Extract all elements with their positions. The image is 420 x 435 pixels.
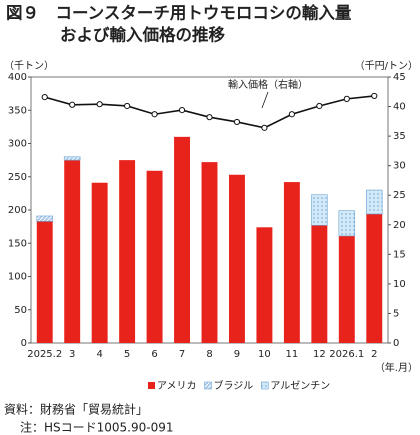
x-axis-label: （年.月）: [375, 361, 418, 374]
x-tick-label: 2026.1: [329, 349, 364, 360]
x-tick-label: 6: [151, 349, 157, 360]
x-tick-label: 9: [234, 349, 240, 360]
x-tick-label: 8: [206, 349, 212, 360]
bar: [366, 189, 383, 215]
bar: [366, 213, 383, 343]
line-point: [316, 102, 323, 110]
x-tick-label: 12: [313, 349, 326, 360]
legend-swatch: [204, 381, 212, 390]
bar: [256, 227, 273, 343]
line-point: [151, 111, 158, 118]
line-point: [69, 101, 76, 108]
line-point: [96, 101, 103, 108]
legend-label: アメリカ: [157, 380, 197, 392]
y-tick-label: 250: [8, 172, 27, 183]
y2-tick-label: 10: [393, 279, 406, 290]
annotation: 輸入価格（右軸）: [228, 78, 308, 91]
y-tick-label: 300: [8, 139, 27, 150]
y2-tick-label: 20: [393, 220, 406, 231]
bar: [228, 174, 245, 343]
legend-swatch: [261, 381, 269, 390]
line: [44, 95, 375, 129]
line-point: [178, 107, 186, 114]
bar: [64, 160, 81, 343]
chart-title: 図９ コーンスターチ用トウモロコシの輸入量: [6, 3, 352, 23]
bar: [146, 170, 163, 343]
annotation-leader: [261, 91, 269, 109]
source: 資料：財務省「貿易統計」: [4, 402, 148, 417]
legend-swatch: [148, 382, 155, 389]
legend-label: アルゼンチン: [270, 380, 330, 392]
x-tick-label: 7: [179, 349, 185, 360]
y2-tick-label: 25: [393, 190, 406, 201]
y-tick-label: 0: [21, 338, 27, 349]
line-point: [343, 95, 350, 102]
line-point: [124, 102, 131, 110]
x-tick-label: 4: [96, 349, 102, 360]
bar: [283, 182, 300, 343]
y2-tick-label: 5: [393, 308, 399, 319]
line-point: [233, 118, 241, 126]
x-tick-label: 5: [124, 349, 130, 360]
y2-tick-label: 35: [393, 131, 406, 142]
bar: [36, 221, 53, 343]
y2-axis-label: （千円/トン）: [355, 60, 418, 72]
y2-tick-label: 45: [393, 72, 406, 83]
y-tick-label: 150: [8, 238, 27, 249]
legend-label: ブラジル: [214, 379, 254, 392]
note: 注：HSコード1005.90-091: [20, 420, 174, 435]
y-tick-label: 400: [8, 72, 27, 83]
bar: [338, 210, 356, 237]
y2-tick-label: 15: [393, 249, 406, 260]
bar: [338, 235, 355, 343]
y-tick-label: 350: [8, 105, 27, 116]
chart-title: および輸入価格の推移: [60, 25, 226, 45]
line-point: [41, 93, 48, 101]
y2-tick-label: 30: [393, 161, 406, 172]
bar: [174, 136, 191, 343]
bar: [201, 162, 218, 343]
line-point: [371, 92, 378, 100]
y-axis-label: （千トン）: [4, 60, 54, 72]
x-tick-label: 2025.2: [27, 349, 62, 360]
bar: [36, 215, 53, 222]
bar: [119, 160, 136, 343]
x-tick-label: 3: [69, 349, 75, 360]
bar: [311, 194, 328, 226]
x-tick-label: 10: [258, 349, 271, 360]
y-tick-label: 200: [8, 205, 27, 216]
bar: [311, 225, 328, 343]
line-point: [288, 111, 295, 118]
line-point: [261, 124, 268, 131]
y-tick-label: 100: [8, 272, 27, 283]
bar: [91, 182, 108, 343]
y2-tick-label: 0: [393, 338, 399, 349]
x-tick-label: 2: [371, 349, 377, 360]
y2-tick-label: 40: [393, 102, 406, 113]
y-tick-label: 50: [14, 305, 27, 316]
line-point: [206, 114, 213, 121]
x-tick-label: 11: [286, 349, 299, 360]
bar: [63, 156, 81, 161]
